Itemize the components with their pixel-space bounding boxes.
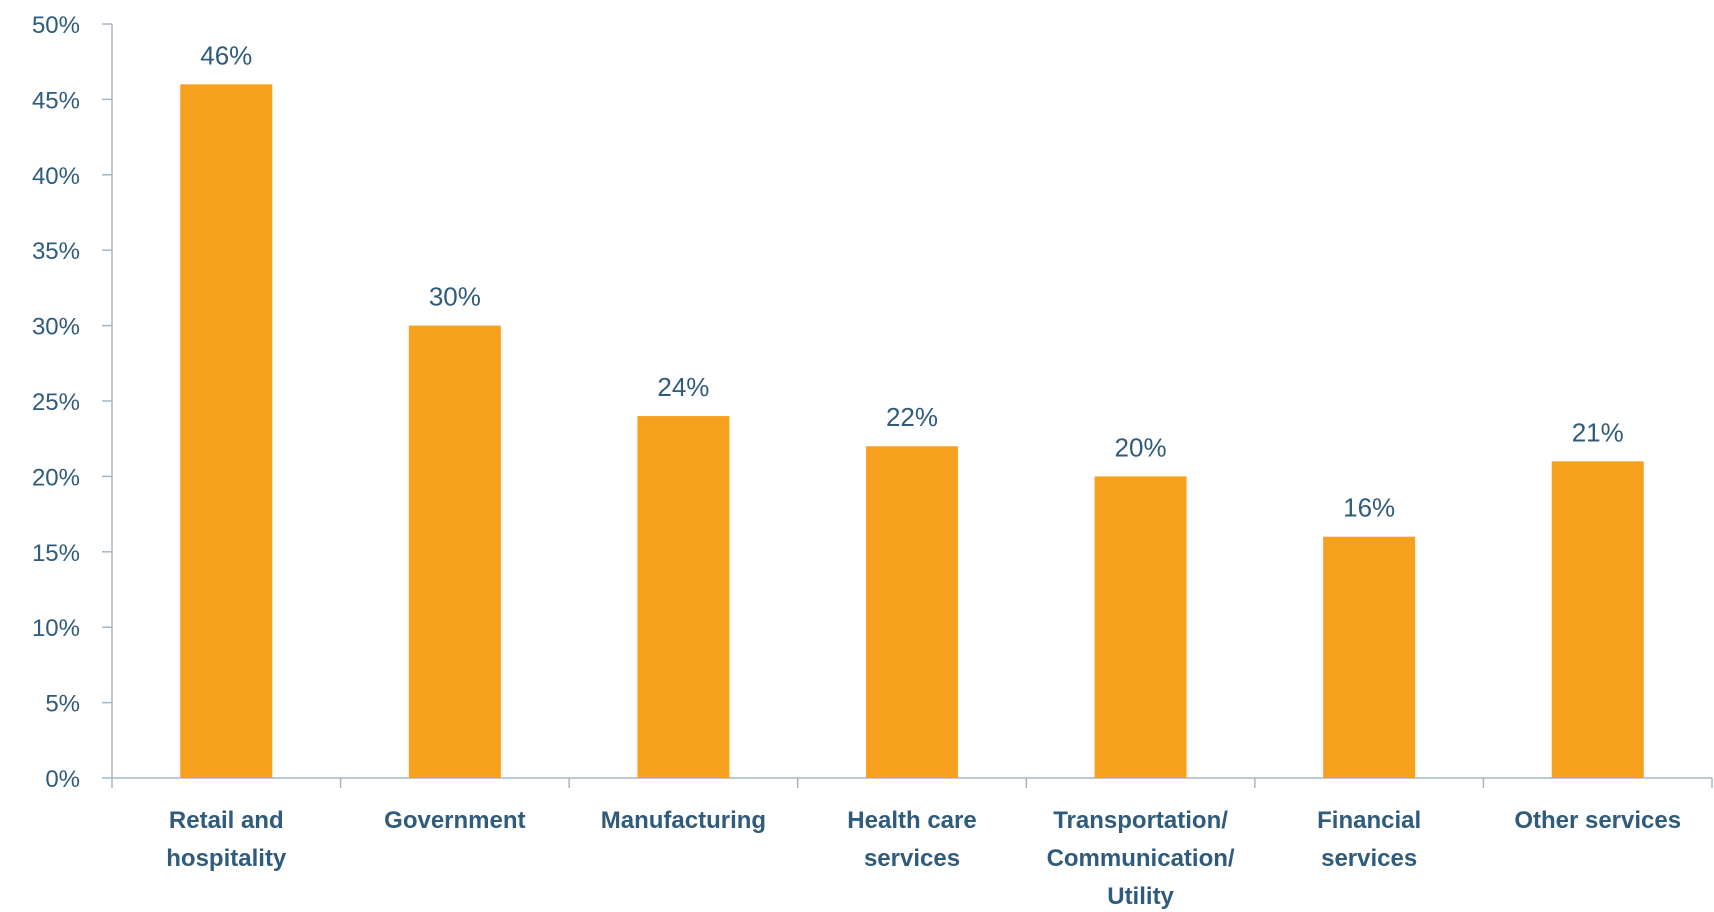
y-tick-label: 10% <box>32 615 80 642</box>
category-label-line: Other services <box>1514 807 1681 834</box>
category-label-line: hospitality <box>166 845 287 872</box>
data-label: 16% <box>1343 493 1395 523</box>
bar <box>408 325 501 778</box>
y-tick-label: 40% <box>32 163 80 190</box>
category-label: Government <box>384 807 525 834</box>
data-label: 21% <box>1572 417 1624 447</box>
category-label: Transportation/Communication/Utility <box>1047 807 1235 910</box>
category-label-line: Transportation/ <box>1053 807 1228 834</box>
y-tick-label: 45% <box>32 87 80 114</box>
data-label: 46% <box>200 40 252 70</box>
category-label-line: Manufacturing <box>601 807 766 834</box>
bar <box>637 416 730 778</box>
category-label-line: services <box>1321 845 1417 872</box>
bar <box>1094 476 1187 778</box>
category-label-line: Utility <box>1107 883 1174 910</box>
category-label: Manufacturing <box>601 807 766 834</box>
category-label-line: services <box>864 845 960 872</box>
y-tick-label: 25% <box>32 389 80 416</box>
category-label: Retail and hospitality <box>166 807 287 872</box>
category-labels: Retail and hospitality Government Manufactu… <box>166 807 1681 910</box>
bar <box>180 84 273 778</box>
y-tick-label: 35% <box>32 238 80 265</box>
category-label-line: Financial <box>1317 807 1421 834</box>
data-label: 30% <box>429 282 481 312</box>
y-tick-label: 20% <box>32 464 80 491</box>
category-label: Other services <box>1514 807 1681 834</box>
bars <box>180 84 1644 778</box>
y-axis: 0% 5% 10% 15% 20% 25% 30% 35% 40% 45% 50% <box>32 12 113 793</box>
category-label-line: Retail and <box>169 807 284 834</box>
category-label-line: Health care <box>847 807 976 834</box>
data-label: 22% <box>886 402 938 432</box>
bar <box>866 446 958 778</box>
data-labels: 46% 30% 24% 22% 20% 16% 21% <box>200 40 1623 522</box>
category-label: Financial services <box>1317 807 1421 872</box>
y-tick-label: 0% <box>45 766 80 793</box>
bar <box>1551 461 1644 778</box>
y-tick-label: 30% <box>32 314 80 341</box>
x-axis <box>111 777 1713 788</box>
y-tick-label: 5% <box>45 691 80 718</box>
data-label: 24% <box>657 372 709 402</box>
category-label: Health care services <box>847 807 976 872</box>
y-tick-label: 15% <box>32 540 80 567</box>
category-label-line: Communication/ <box>1047 845 1235 872</box>
bar <box>1323 536 1416 778</box>
category-label-line: Government <box>384 807 525 834</box>
data-label: 20% <box>1115 432 1167 462</box>
y-tick-label: 50% <box>32 12 80 39</box>
